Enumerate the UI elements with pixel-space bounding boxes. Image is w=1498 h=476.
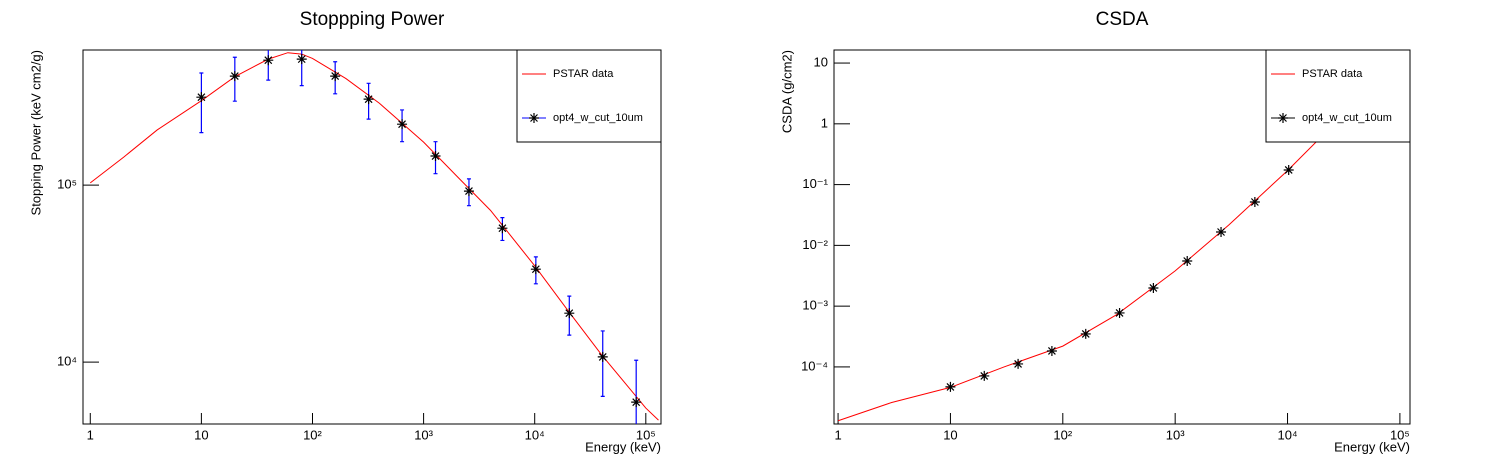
data-point	[945, 381, 956, 392]
panel: CSDA 1 10 10² 10³ 10⁴ 10⁵ 10⁻⁴ 10⁻³ 10⁻² 10⁻¹ 1 10 En…	[779, 9, 1411, 454]
data-point	[363, 94, 374, 105]
y-tick-label: 10⁻¹	[802, 176, 828, 191]
legend-label: PSTAR data	[1302, 68, 1363, 80]
data-point	[229, 71, 240, 82]
x-tick-label: 10⁵	[636, 427, 656, 442]
chart-title: CSDA	[1096, 9, 1149, 30]
data-point	[597, 351, 608, 362]
error-bar	[199, 72, 204, 134]
x-tick-label: 1	[87, 427, 94, 442]
chart-title: Stoppping Power	[300, 9, 445, 30]
error-bar	[634, 359, 639, 424]
data-point	[263, 55, 274, 66]
data-point	[397, 119, 408, 130]
data-point	[1046, 345, 1057, 356]
x-tick-label: 10⁴	[525, 427, 545, 442]
legend-label: opt4_w_cut_10um	[553, 112, 643, 124]
data-line	[837, 60, 1401, 422]
data-point	[1182, 256, 1193, 267]
plot-frame	[82, 49, 662, 425]
x-tick-label: 1	[834, 427, 841, 442]
x-tick-label: 10⁵	[1390, 427, 1410, 442]
y-axis-title: CSDA (g/cm2)	[779, 50, 794, 133]
data-point	[1283, 164, 1294, 175]
data-point	[196, 92, 207, 103]
x-tick-label: 10⁴	[1278, 427, 1298, 442]
legend-marker	[1278, 113, 1288, 123]
plot-frame	[833, 49, 1411, 425]
data-point	[1148, 282, 1159, 293]
data-point	[631, 397, 642, 408]
data-point	[530, 264, 541, 275]
error-bar	[600, 330, 605, 398]
y-tick-label: 1	[821, 115, 828, 130]
data-point	[1249, 197, 1260, 208]
x-tick-label: 10	[194, 427, 208, 442]
x-axis-title: Energy (keV)	[585, 439, 661, 454]
legend-label: opt4_w_cut_10um	[1302, 112, 1392, 124]
data-point	[330, 71, 341, 82]
data-point	[1080, 328, 1091, 339]
data-point	[1013, 358, 1024, 369]
data-point	[430, 151, 441, 162]
y-tick-label: 10⁻²	[802, 237, 828, 252]
data-point	[564, 308, 575, 319]
y-tick-label: 10⁴	[57, 354, 77, 369]
data-point	[1114, 307, 1125, 318]
data-point	[497, 223, 508, 234]
x-tick-label: 10³	[414, 427, 433, 442]
data-point	[1216, 226, 1227, 237]
plot-area	[837, 60, 1401, 422]
y-tick-label: 10	[814, 54, 828, 69]
data-point	[296, 54, 307, 65]
x-tick-label: 10	[943, 427, 957, 442]
y-tick-label: 10⁵	[57, 177, 77, 192]
x-axis-title: Energy (keV)	[1334, 439, 1410, 454]
y-tick-label: 10⁻³	[802, 298, 828, 313]
x-tick-label: 10³	[1166, 427, 1185, 442]
legend-box	[1265, 49, 1411, 143]
y-axis-title: Stopping Power (keV cm2/g)	[28, 50, 43, 215]
x-tick-label: 10²	[1053, 427, 1072, 442]
data-point	[463, 186, 474, 197]
legend-box	[516, 49, 662, 143]
legend-label: PSTAR data	[553, 68, 614, 80]
y-tick-label: 10⁻⁴	[801, 358, 828, 373]
x-tick-label: 10²	[303, 427, 322, 442]
legend-marker	[529, 113, 539, 123]
plot-area	[89, 50, 659, 424]
data-point	[979, 370, 990, 381]
